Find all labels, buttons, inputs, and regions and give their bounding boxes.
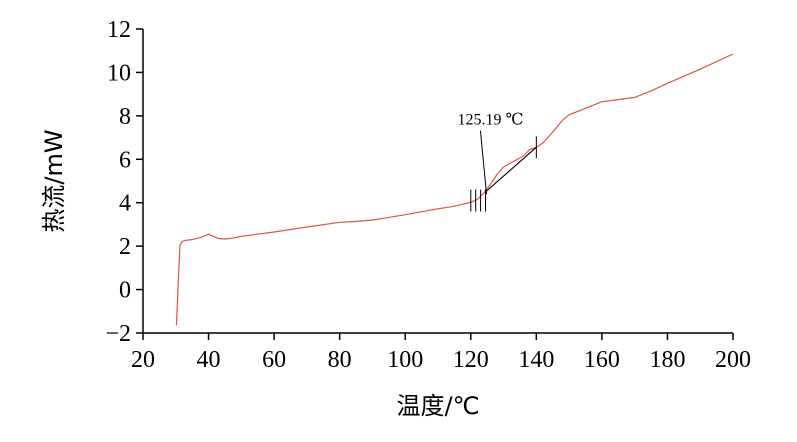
x-tick-label: 20 <box>131 347 155 373</box>
y-tick-label: 10 <box>107 60 131 86</box>
x-ticks: 20 40 60 80 100 120 140 160 180 200 <box>131 333 751 373</box>
annotation-pointer <box>479 130 488 195</box>
y-ticks: −2 0 2 4 6 8 10 12 <box>105 17 143 347</box>
glass-transition-label: 125.19 ℃ <box>457 112 523 129</box>
x-tick-label: 40 <box>197 347 221 373</box>
y-tick-label: −2 <box>105 321 131 347</box>
x-tick-label: 200 <box>715 347 751 373</box>
x-tick-label: 60 <box>262 347 286 373</box>
y-axis-title: 热流/mW <box>40 129 68 232</box>
axes <box>142 29 733 334</box>
x-tick-label: 120 <box>453 347 489 373</box>
x-tick-label: 100 <box>387 347 423 373</box>
y-tick-label: 2 <box>119 234 131 260</box>
x-axis-title: 温度/℃ <box>396 392 479 420</box>
y-tick-label: 12 <box>107 17 131 43</box>
annotation-layer: 125.19 ℃ <box>457 112 523 195</box>
y-tick-label: 4 <box>119 191 131 217</box>
y-tick-label: 0 <box>119 278 131 304</box>
tangent-line <box>485 146 537 193</box>
x-tick-label: 80 <box>328 347 352 373</box>
x-tick-label: 160 <box>584 347 620 373</box>
x-tick-label: 180 <box>649 347 685 373</box>
heat-flow-line <box>175 53 734 326</box>
y-tick-label: 8 <box>119 104 131 130</box>
y-tick-label: 6 <box>119 147 131 173</box>
markers-layer <box>470 136 537 212</box>
series-layer <box>175 53 734 326</box>
x-tick-label: 140 <box>518 347 554 373</box>
